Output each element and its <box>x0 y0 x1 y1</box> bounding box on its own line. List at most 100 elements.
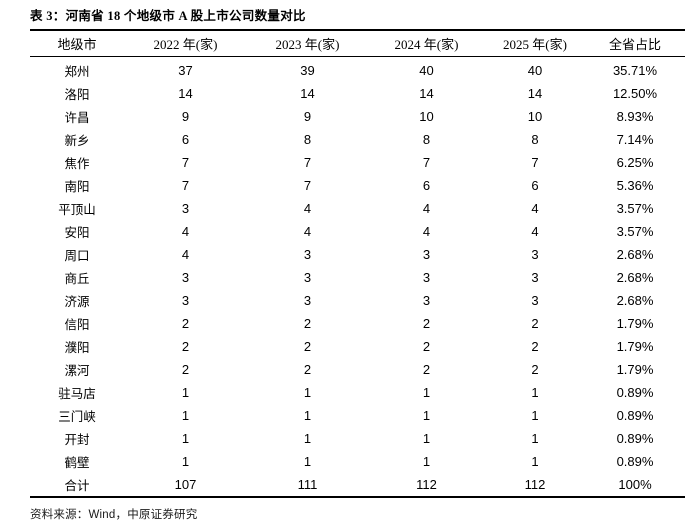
column-header-city: 地级市 <box>30 30 124 57</box>
city-cell: 开封 <box>64 433 90 447</box>
share-cell: 2.68% <box>616 247 654 262</box>
share-cell: 1.79% <box>616 316 654 331</box>
y2023-cell: 1 <box>303 385 312 400</box>
share-cell: 12.50% <box>612 86 658 101</box>
y2022-cell: 3 <box>181 201 190 216</box>
y2025-cell: 8 <box>531 132 539 147</box>
y2025-cell: 10 <box>527 109 543 124</box>
share-cell: 100% <box>618 477 652 492</box>
y2024-cell: 1 <box>422 385 431 400</box>
y2024-cell: 2 <box>422 362 431 377</box>
y2023-cell: 4 <box>303 224 312 239</box>
city-cell: 济源 <box>64 295 90 309</box>
y2023-cell: 1 <box>303 408 312 423</box>
city-cell: 新乡 <box>64 134 90 148</box>
city-cell: 鹤壁 <box>64 456 90 470</box>
table-row: 商丘 3 3 3 3 2.68% <box>30 266 685 289</box>
share-cell: 35.71% <box>612 63 658 78</box>
y2024-cell: 3 <box>422 270 431 285</box>
y2022-cell: 2 <box>181 316 190 331</box>
y2024-cell: 1 <box>422 431 431 446</box>
y2025-cell: 2 <box>531 316 539 331</box>
y2025-cell: 3 <box>531 270 539 285</box>
city-cell: 洛阳 <box>64 88 90 102</box>
city-cell: 合计 <box>64 479 90 493</box>
y2022-cell: 7 <box>181 155 190 170</box>
table-row: 鹤壁 1 1 1 1 0.89% <box>30 450 685 473</box>
y2022-cell: 1 <box>181 454 190 469</box>
table-body: 郑州 37 39 40 40 35.71% 洛阳 14 14 14 14 12.50% 许昌 9 9 10 10… <box>30 57 685 498</box>
y2023-cell: 2 <box>303 339 312 354</box>
table-row: 信阳 2 2 2 2 1.79% <box>30 312 685 335</box>
y2023-cell: 1 <box>303 454 312 469</box>
column-header-2025: 2025 年(家) <box>485 30 585 57</box>
y2022-cell: 2 <box>181 339 190 354</box>
y2023-cell: 39 <box>300 63 315 78</box>
listed-companies-table: 地级市 2022 年(家) 2023 年(家) 2024 年(家) 2025 年… <box>30 29 685 498</box>
city-cell: 濮阳 <box>64 341 90 355</box>
share-cell: 1.79% <box>616 362 654 377</box>
y2024-cell: 1 <box>422 408 431 423</box>
table-row: 新乡 6 8 8 8 7.14% <box>30 128 685 151</box>
table-row: 南阳 7 7 6 6 5.36% <box>30 174 685 197</box>
y2023-cell: 9 <box>303 109 312 124</box>
share-cell: 7.14% <box>616 132 654 147</box>
table-row: 濮阳 2 2 2 2 1.79% <box>30 335 685 358</box>
city-cell: 周口 <box>64 249 90 263</box>
y2025-cell: 1 <box>531 385 539 400</box>
y2024-cell: 40 <box>419 63 434 78</box>
city-cell: 信阳 <box>64 318 90 332</box>
column-header-2024: 2024 年(家) <box>368 30 485 57</box>
city-cell: 南阳 <box>64 180 90 194</box>
y2024-cell: 2 <box>422 339 431 354</box>
y2024-cell: 1 <box>422 454 431 469</box>
y2022-cell: 4 <box>181 247 190 262</box>
y2025-cell: 3 <box>531 247 539 262</box>
y2022-cell: 3 <box>181 293 190 308</box>
table-row: 郑州 37 39 40 40 35.71% <box>30 57 685 83</box>
share-cell: 8.93% <box>616 109 654 124</box>
city-cell: 三门峡 <box>58 410 96 424</box>
y2022-cell: 6 <box>181 132 190 147</box>
y2022-cell: 1 <box>181 431 190 446</box>
share-cell: 0.89% <box>616 431 654 446</box>
y2022-cell: 7 <box>181 178 190 193</box>
y2024-cell: 7 <box>422 155 431 170</box>
y2025-cell: 3 <box>531 293 539 308</box>
y2025-cell: 2 <box>531 339 539 354</box>
y2025-cell: 14 <box>527 86 543 101</box>
table-row: 平顶山 3 4 4 4 3.57% <box>30 197 685 220</box>
y2025-cell: 4 <box>531 201 539 216</box>
table-row: 安阳 4 4 4 4 3.57% <box>30 220 685 243</box>
share-cell: 2.68% <box>616 293 654 308</box>
y2023-cell: 111 <box>297 477 318 492</box>
column-header-share: 全省占比 <box>585 30 685 57</box>
y2024-cell: 2 <box>422 316 431 331</box>
y2023-cell: 2 <box>303 362 312 377</box>
y2024-cell: 8 <box>422 132 431 147</box>
city-cell: 驻马店 <box>58 387 96 401</box>
y2025-cell: 2 <box>531 362 539 377</box>
share-cell: 6.25% <box>616 155 654 170</box>
y2023-cell: 3 <box>303 247 312 262</box>
y2025-cell: 1 <box>531 454 539 469</box>
source-value: Wind，中原证券研究 <box>88 509 198 520</box>
table-row: 开封 1 1 1 1 0.89% <box>30 427 685 450</box>
table-row: 漯河 2 2 2 2 1.79% <box>30 358 685 381</box>
y2025-cell: 7 <box>531 155 539 170</box>
y2023-cell: 7 <box>303 155 312 170</box>
city-cell: 漯河 <box>64 364 90 378</box>
y2024-cell: 112 <box>416 477 437 492</box>
y2023-cell: 3 <box>303 293 312 308</box>
table-row: 三门峡 1 1 1 1 0.89% <box>30 404 685 427</box>
y2025-cell: 6 <box>531 178 539 193</box>
y2023-cell: 8 <box>303 132 312 147</box>
share-cell: 3.57% <box>616 201 654 216</box>
y2024-cell: 3 <box>422 293 431 308</box>
y2022-cell: 107 <box>174 477 197 492</box>
y2025-cell: 1 <box>531 431 539 446</box>
y2023-cell: 1 <box>303 431 312 446</box>
share-cell: 0.89% <box>616 408 654 423</box>
y2022-cell: 1 <box>181 408 190 423</box>
city-cell: 许昌 <box>64 111 90 125</box>
